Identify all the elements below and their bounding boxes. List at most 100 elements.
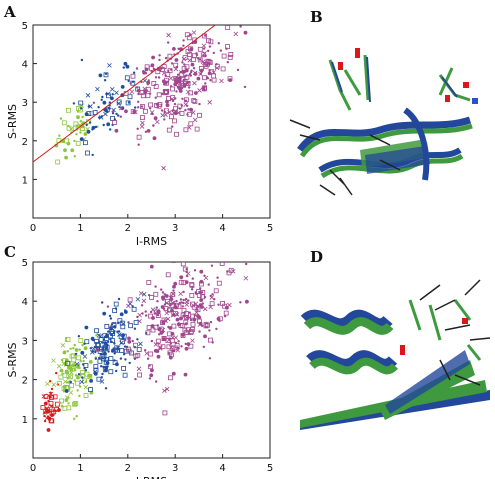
data-point-purple xyxy=(197,57,203,63)
data-point-purple xyxy=(180,87,184,90)
data-point-blue xyxy=(84,325,89,330)
data-point-purple xyxy=(188,73,192,76)
data-point-purple xyxy=(176,81,181,87)
data-point-purple xyxy=(167,109,172,115)
data-point-purple xyxy=(199,269,204,274)
data-point-green xyxy=(61,120,67,126)
data-point-purple xyxy=(245,299,249,304)
data-point-purple xyxy=(133,342,138,348)
data-point-purple xyxy=(193,269,197,272)
data-point-purple xyxy=(201,86,206,90)
data-point-purple xyxy=(170,292,176,298)
data-point-purple xyxy=(169,85,173,88)
data-point-purple xyxy=(180,323,186,329)
data-point-purple xyxy=(214,63,220,69)
data-point-blue xyxy=(64,389,69,393)
data-point-purple xyxy=(150,327,156,333)
data-point-purple xyxy=(197,46,203,52)
data-point-purple xyxy=(205,64,209,67)
data-point-purple xyxy=(172,106,178,112)
data-point-purple xyxy=(207,283,210,286)
data-point-purple xyxy=(165,103,170,108)
data-point-purple xyxy=(208,45,212,48)
data-point-blue xyxy=(89,379,93,383)
data-point-green xyxy=(73,343,76,347)
data-point-purple xyxy=(157,346,163,351)
data-point-purple xyxy=(137,318,142,324)
data-point-purple xyxy=(223,315,227,318)
data-point-green xyxy=(51,358,56,363)
data-point-green xyxy=(68,390,74,395)
data-point-blue xyxy=(119,357,123,360)
data-point-blue xyxy=(109,337,112,341)
data-point-purple xyxy=(161,291,165,294)
data-point-purple xyxy=(171,323,177,329)
data-point-purple xyxy=(140,104,145,109)
data-point-purple xyxy=(145,89,149,92)
data-point-blue xyxy=(109,326,113,331)
data-point-purple xyxy=(171,118,177,124)
data-point-purple xyxy=(161,165,166,171)
data-point-purple xyxy=(149,294,155,300)
data-point-blue xyxy=(81,376,84,379)
data-point-green xyxy=(73,139,76,143)
data-point-purple xyxy=(150,324,155,328)
data-point-green xyxy=(79,120,83,123)
data-point-green xyxy=(64,155,68,160)
data-point-purple xyxy=(193,314,199,320)
data-point-purple xyxy=(146,357,150,360)
data-point-purple xyxy=(173,108,178,114)
data-point-purple xyxy=(194,310,199,315)
x-axis-title: I-RMS xyxy=(136,475,167,479)
data-point-purple xyxy=(194,126,200,132)
data-point-purple xyxy=(160,320,166,326)
data-point-purple xyxy=(199,287,202,290)
data-point-blue xyxy=(108,369,114,375)
data-point-purple xyxy=(191,98,197,103)
data-point-purple xyxy=(204,34,207,37)
data-point-purple xyxy=(172,284,176,289)
data-point-green xyxy=(69,366,75,372)
data-point-purple xyxy=(209,320,213,324)
data-point-blue xyxy=(102,100,107,105)
data-point-purple xyxy=(154,285,157,288)
data-point-blue xyxy=(108,107,111,110)
data-point-green xyxy=(58,134,61,137)
data-point-green xyxy=(66,350,70,353)
data-point-purple xyxy=(179,275,182,279)
data-point-green xyxy=(51,382,57,387)
data-point-green xyxy=(64,337,68,340)
data-point-blue xyxy=(94,350,97,354)
data-point-blue xyxy=(83,140,88,146)
x-axis-title: I-RMS xyxy=(136,235,167,248)
data-point-purple xyxy=(151,55,156,60)
data-point-blue xyxy=(104,334,109,339)
data-point-purple xyxy=(207,71,212,76)
data-point-purple xyxy=(239,301,242,304)
data-point-blue xyxy=(77,335,81,338)
data-point-purple xyxy=(164,386,170,392)
data-point-purple xyxy=(146,324,152,330)
data-point-purple xyxy=(210,264,214,267)
data-point-blue xyxy=(131,306,137,312)
data-point-blue xyxy=(78,100,84,106)
data-point-purple xyxy=(197,112,203,118)
data-point-purple xyxy=(197,88,202,93)
data-point-blue xyxy=(119,312,124,317)
data-point-purple xyxy=(155,306,158,309)
data-point-blue xyxy=(91,350,95,353)
data-point-blue xyxy=(72,102,76,105)
data-point-red xyxy=(52,394,58,400)
data-point-red xyxy=(47,408,52,414)
data-point-purple xyxy=(227,76,233,82)
data-point-purple xyxy=(239,25,242,28)
data-point-blue xyxy=(74,352,78,356)
data-point-green xyxy=(79,131,82,134)
data-point-green xyxy=(78,385,82,388)
data-point-green xyxy=(63,379,68,384)
data-point-blue xyxy=(104,387,108,390)
data-point-green xyxy=(67,124,70,128)
data-point-red xyxy=(47,416,52,421)
data-point-purple xyxy=(184,297,188,301)
data-point-blue xyxy=(103,359,109,365)
